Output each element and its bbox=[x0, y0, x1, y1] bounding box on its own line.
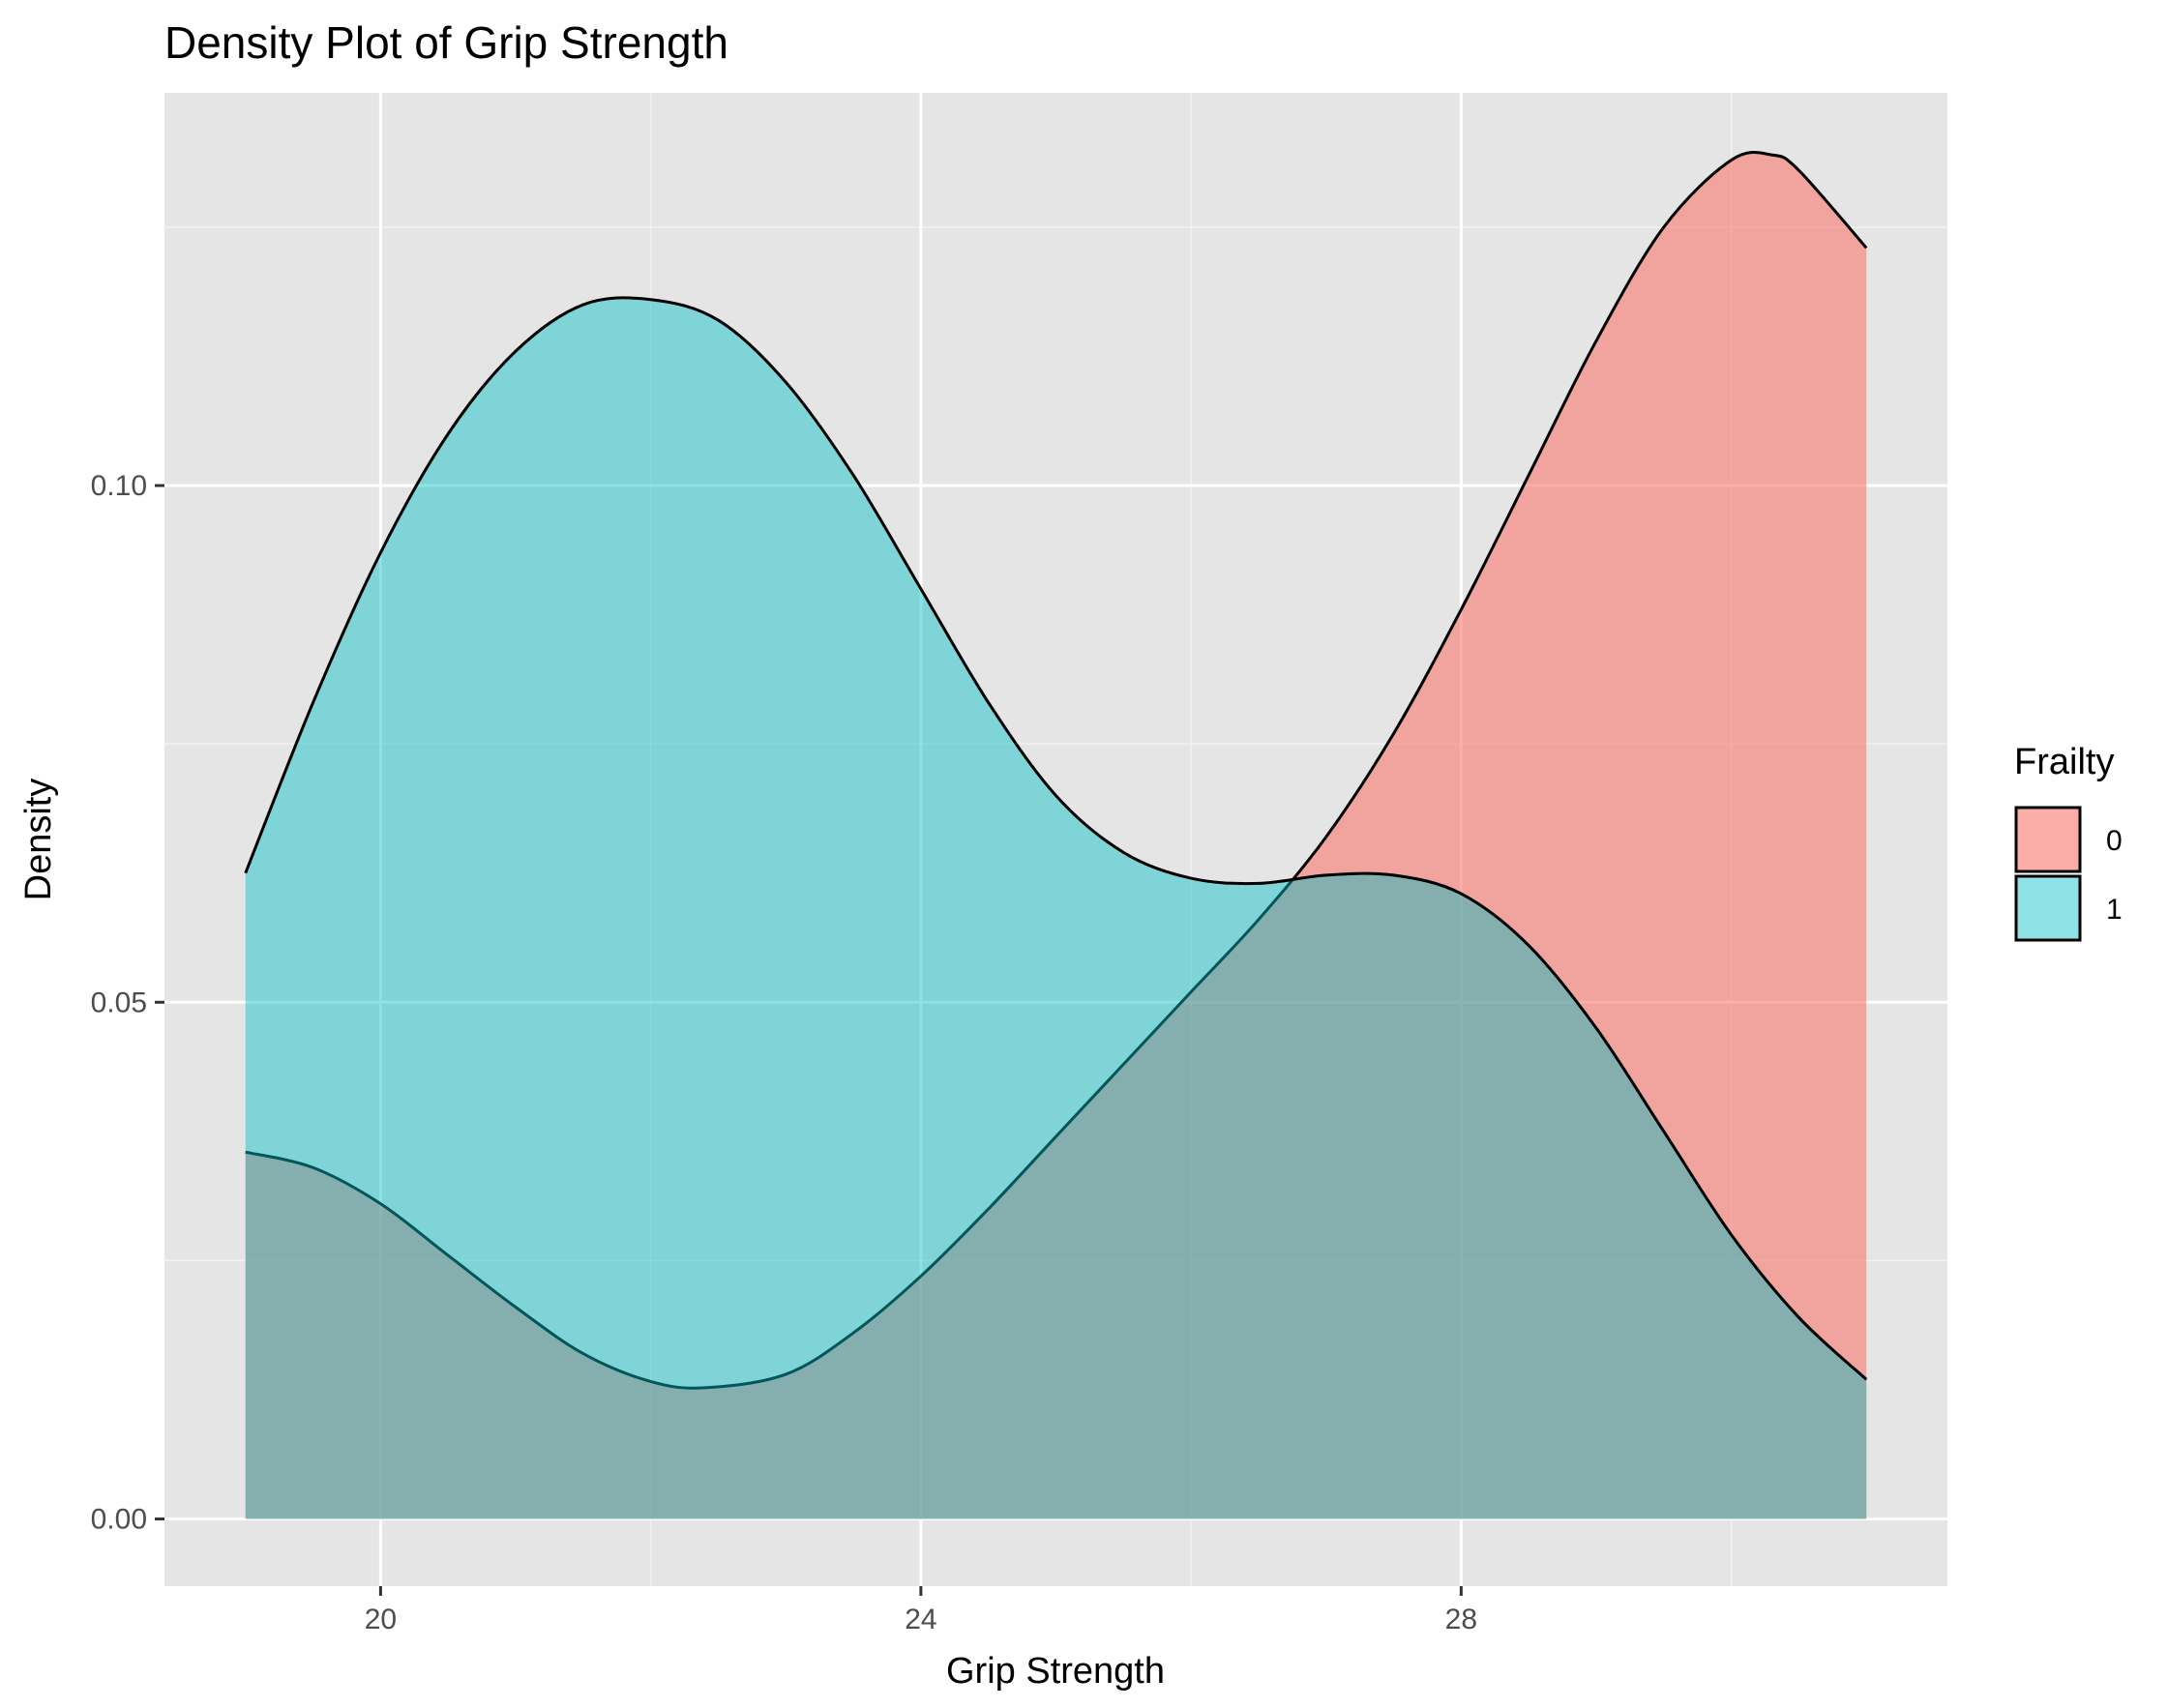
x-tick-label-2: 28 bbox=[1445, 1604, 1477, 1635]
legend-label-1: 1 bbox=[2106, 894, 2123, 926]
legend: Frailty 0 1 bbox=[2014, 742, 2123, 942]
y-axis-title: Density bbox=[18, 779, 59, 901]
legend-key-1 bbox=[2014, 874, 2082, 942]
y-tick-label-0: 0.00 bbox=[91, 1504, 147, 1536]
density-line-1 bbox=[244, 296, 1868, 1381]
y-tick-label-2: 0.10 bbox=[91, 470, 147, 502]
density-line-0 bbox=[245, 150, 1868, 1390]
x-tick-label-1: 24 bbox=[905, 1604, 936, 1635]
legend-label-0: 0 bbox=[2106, 825, 2123, 857]
y-tick-label-1: 0.05 bbox=[91, 987, 147, 1018]
chart-title: Density Plot of Grip Strength bbox=[164, 17, 728, 68]
legend-key-0 bbox=[2014, 806, 2082, 873]
density-area-1 bbox=[245, 297, 1867, 1519]
x-axis: 20 24 28 bbox=[365, 1586, 1477, 1635]
density-series bbox=[244, 150, 1868, 1519]
legend-title: Frailty bbox=[2014, 742, 2114, 782]
y-axis: 0.00 0.05 0.10 bbox=[91, 470, 164, 1536]
x-axis-title: Grip Strength bbox=[946, 1651, 1165, 1692]
density-area-0 bbox=[245, 152, 1867, 1519]
x-tick-label-0: 20 bbox=[365, 1604, 397, 1635]
